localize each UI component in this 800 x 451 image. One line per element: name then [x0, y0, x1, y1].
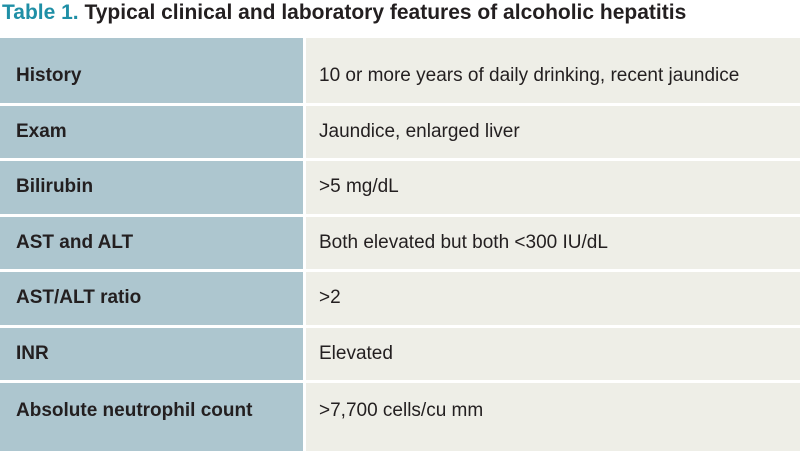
table: History 10 or more years of daily drinkin…: [0, 38, 800, 451]
row-label: Exam: [16, 120, 67, 142]
row-value: 10 or more years of daily drinking, rece…: [319, 65, 740, 87]
row-label: INR: [16, 342, 49, 364]
row-value: >5 mg/dL: [319, 176, 399, 198]
table-rows: History 10 or more years of daily drinkin…: [0, 50, 800, 439]
table-row: INR Elevated: [0, 328, 800, 383]
row-value: Jaundice, enlarged liver: [319, 120, 520, 142]
table-row: Exam Jaundice, enlarged liver: [0, 106, 800, 161]
row-label: AST and ALT: [16, 231, 134, 253]
table-row: Bilirubin >5 mg/dL: [0, 161, 800, 217]
row-label: Bilirubin: [16, 176, 94, 198]
table-row: Absolute neutrophil count >7,700 cells/cu…: [0, 383, 800, 439]
row-value: >2: [319, 287, 341, 309]
table-label: Table 1.: [2, 1, 79, 24]
row-value: Elevated: [319, 342, 393, 364]
table-title: Table 1. Typical clinical and laboratory…: [2, 0, 686, 32]
row-label: Absolute neutrophil count: [16, 399, 253, 421]
row-label: AST/ALT ratio: [16, 287, 142, 309]
row-value: >7,700 cells/cu mm: [319, 399, 484, 421]
table-row: AST/ALT ratio >2: [0, 272, 800, 328]
row-label: History: [16, 65, 82, 87]
table-caption: Typical clinical and laboratory features…: [84, 1, 687, 24]
table-row: AST and ALT Both elevated but both <300 I…: [0, 217, 800, 272]
row-value: Both elevated but both <300 IU/dL: [319, 231, 608, 253]
table-row: History 10 or more years of daily drinkin…: [0, 50, 800, 106]
